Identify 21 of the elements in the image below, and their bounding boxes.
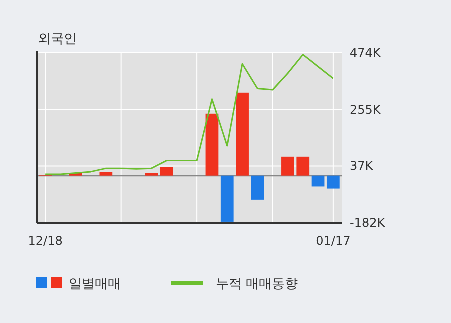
chart-title: 외국인: [38, 32, 77, 47]
line-series: [44, 54, 334, 176]
bar: [100, 172, 113, 176]
legend-label: 일별매매: [69, 277, 121, 292]
y-tick-label: 474K: [350, 46, 382, 60]
y-tick-label: 37K: [350, 159, 374, 174]
bar: [145, 173, 158, 176]
bar: [160, 167, 174, 176]
bar: [251, 176, 264, 200]
bar: [312, 176, 325, 187]
bar: [206, 114, 219, 176]
y-tick-label: -182K: [350, 216, 386, 230]
bar: [326, 176, 340, 189]
x-tick-label: 01/17: [316, 234, 351, 248]
bar: [296, 156, 310, 176]
bar: [236, 92, 249, 176]
bar: [220, 176, 234, 222]
y-tick-label: 255K: [350, 102, 382, 117]
x-tick-label: 12/18: [28, 234, 63, 248]
bar: [282, 156, 294, 176]
legend-label: 누적 매매동향: [216, 277, 298, 292]
